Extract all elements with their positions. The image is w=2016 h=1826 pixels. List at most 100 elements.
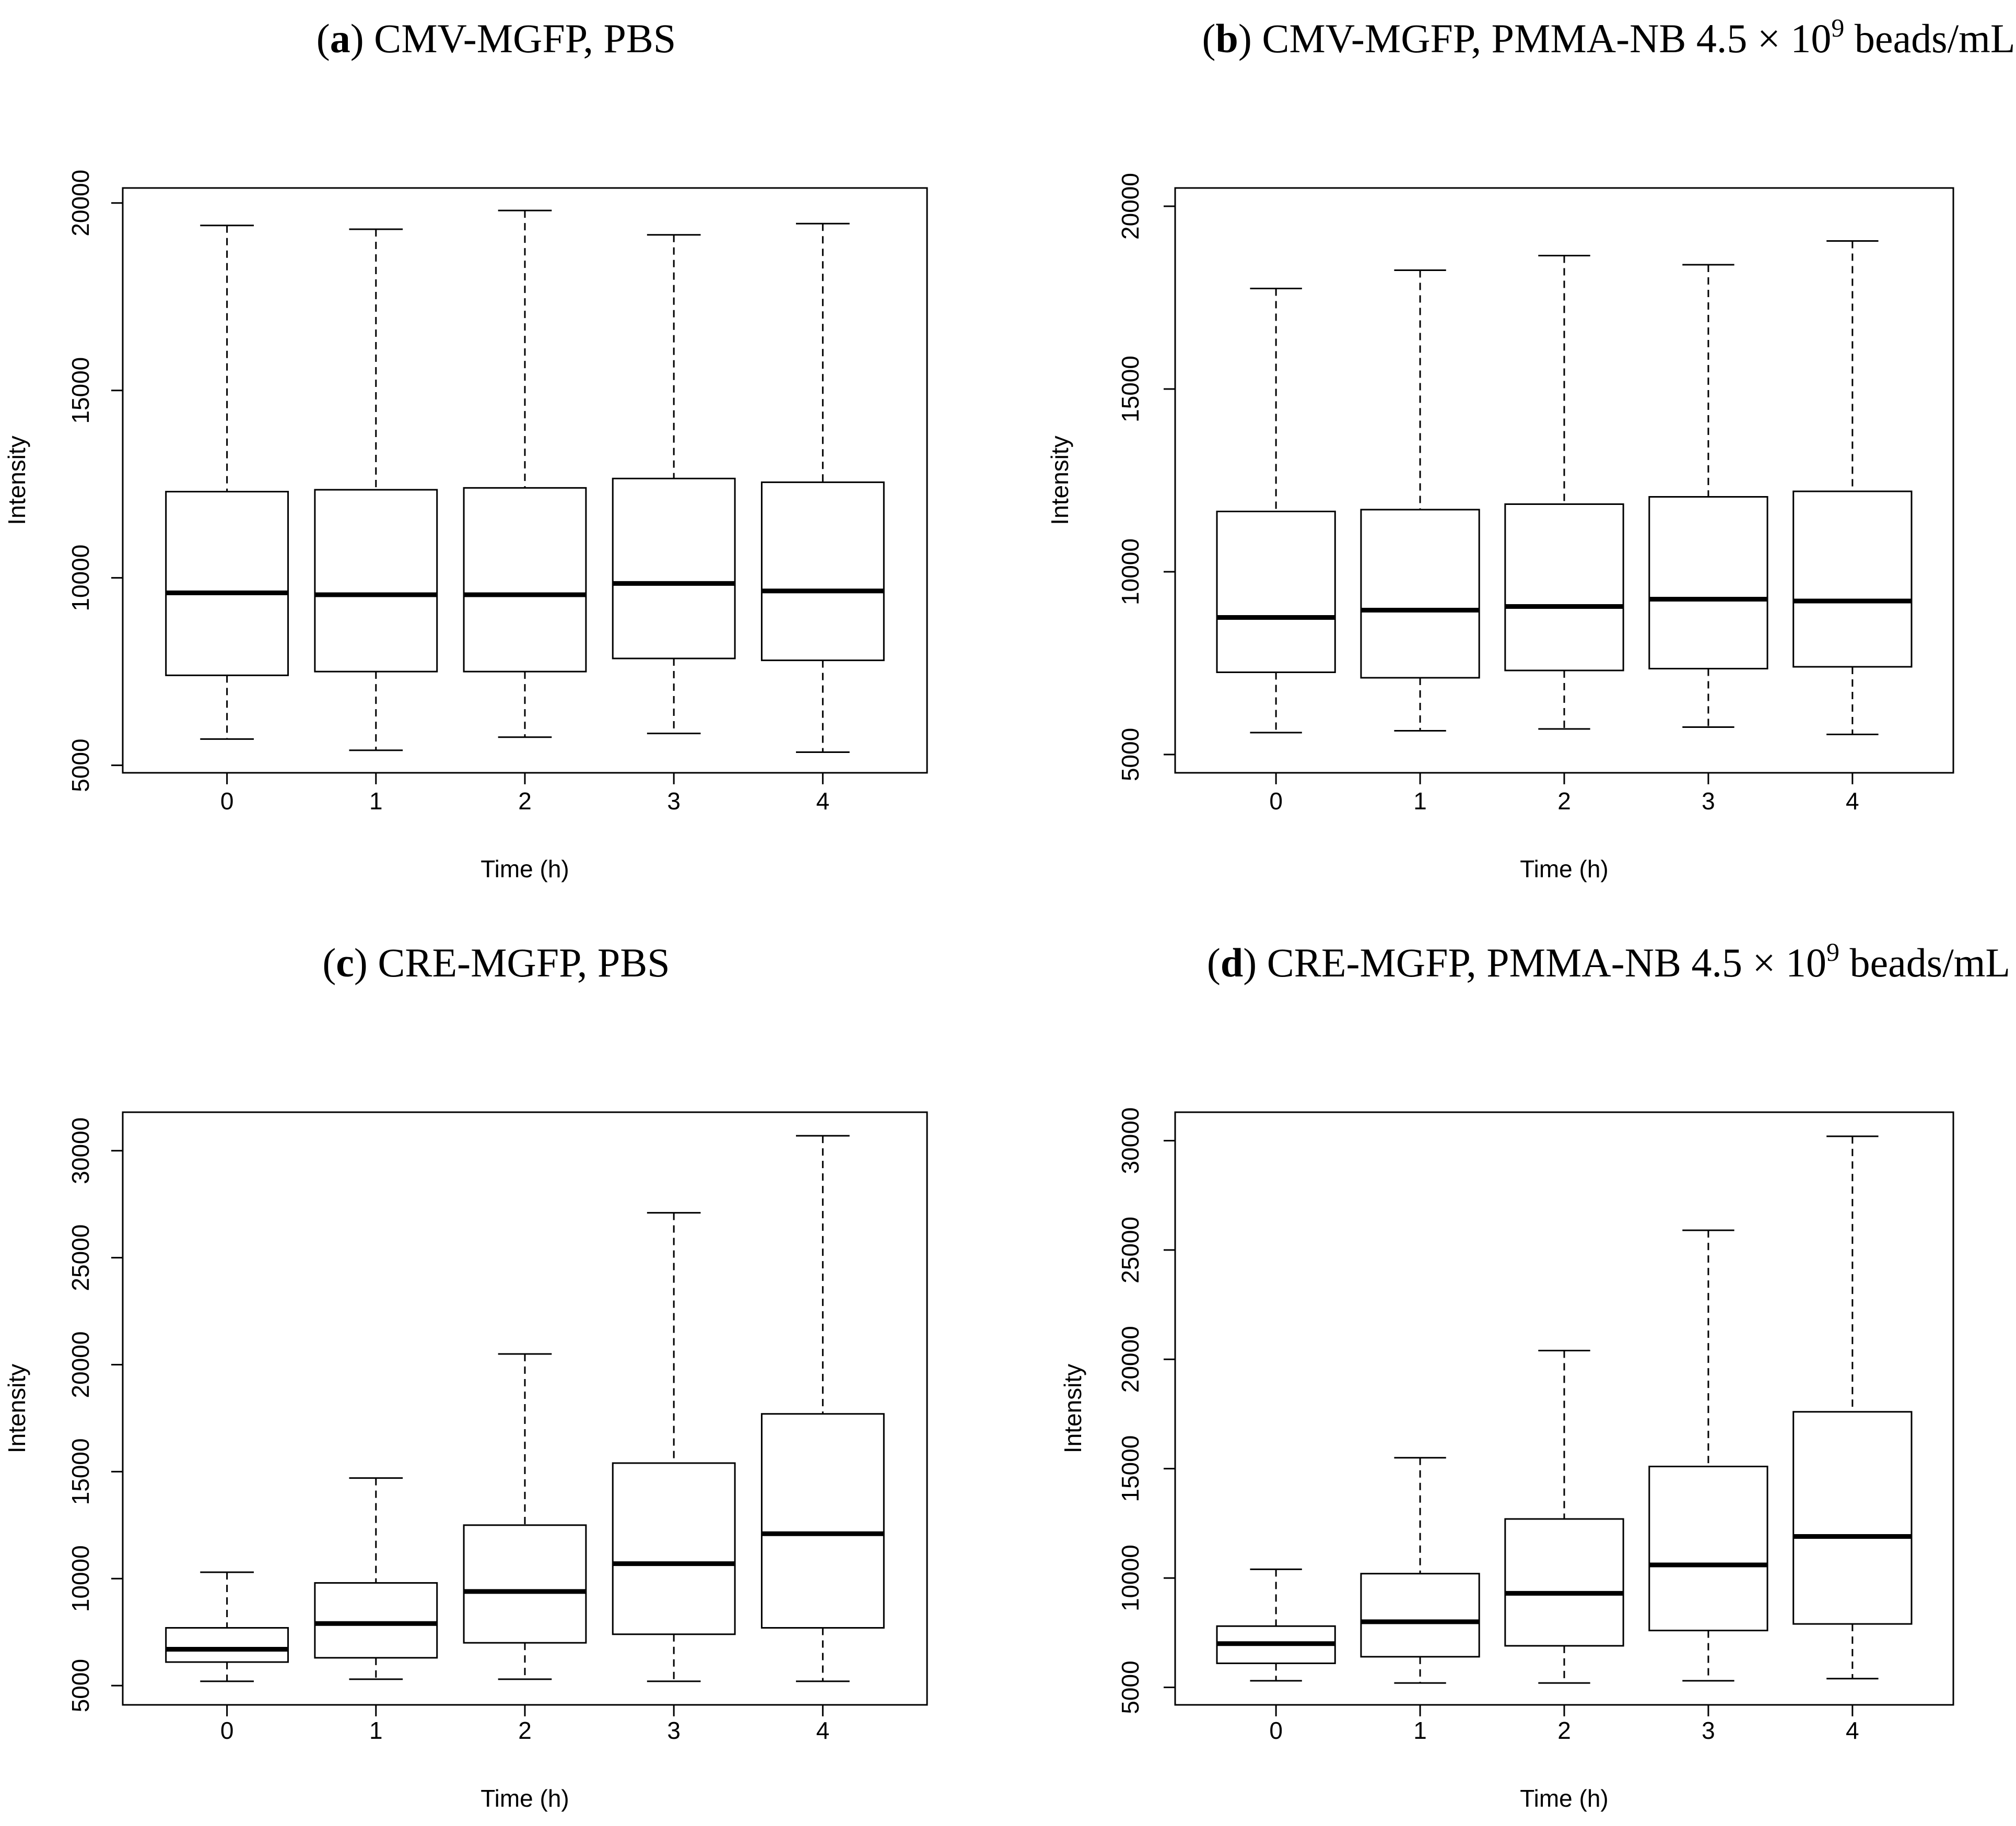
panel-c-xtick-label: 2 <box>518 1717 532 1744</box>
panel-a-ytick-label: 5000 <box>67 738 94 792</box>
panel-b-xtick-label: 4 <box>1846 787 1859 815</box>
panel-c-xlabel: Time (h) <box>480 1785 569 1812</box>
panel-d-ytick-label: 15000 <box>1117 1435 1144 1502</box>
iqr-box <box>1504 503 1624 672</box>
iqr-box <box>314 1582 438 1659</box>
iqr-box <box>314 489 438 673</box>
iqr-box <box>1504 1518 1624 1647</box>
panel-b-letter: b <box>1215 16 1238 61</box>
panel-d-xtick-label: 2 <box>1557 1717 1571 1744</box>
panel-d-xtick-label: 1 <box>1413 1717 1427 1744</box>
panel-b-box-4 <box>1792 240 1913 735</box>
panel-a-xtick-label: 4 <box>816 787 830 815</box>
iqr-box <box>1648 496 1768 669</box>
panel-c-box-3 <box>612 1212 736 1682</box>
iqr-box <box>760 481 885 662</box>
panel-a-box-1 <box>314 228 438 751</box>
iqr-box <box>612 1462 736 1635</box>
iqr-box <box>165 1627 289 1663</box>
iqr-box <box>1792 490 1913 668</box>
panel-a-ytick-label: 20000 <box>67 170 94 237</box>
iqr-box <box>1216 511 1336 673</box>
panel-b-xlabel: Time (h) <box>1520 855 1609 882</box>
panel-d-xtick-label: 0 <box>1269 1717 1283 1744</box>
iqr-box <box>463 1524 587 1644</box>
panel-c-title: (c) CRE-MGFP, PBS <box>322 940 670 985</box>
panel-a-xtick-label: 0 <box>220 787 234 815</box>
panel-b-xtick-label: 1 <box>1413 787 1427 815</box>
iqr-box <box>612 477 736 659</box>
iqr-box <box>1648 1465 1768 1632</box>
panel-a-letter: a <box>330 16 350 61</box>
panel-d-ytick-label: 20000 <box>1117 1326 1144 1393</box>
panel-c-ylabel: Intensity <box>3 1364 30 1453</box>
iqr-box <box>463 487 587 673</box>
panel-d-ytick-label: 30000 <box>1117 1107 1144 1174</box>
panel-c-xtick-label: 4 <box>816 1717 830 1744</box>
panel-c-ytick-label: 5000 <box>67 1659 94 1712</box>
panel-c-ytick-label: 15000 <box>67 1438 94 1505</box>
panel-b-ytick-label: 10000 <box>1117 538 1144 605</box>
panel-a-title: (a) CMV-MGFP, PBS <box>317 16 676 61</box>
panel-b-title-text: CMV-MGFP, PMMA-NB 4.5 × 10 <box>1262 16 1831 61</box>
panel-a-ytick-label: 15000 <box>67 357 94 424</box>
panel-d-title-text: CRE-MGFP, PMMA-NB 4.5 × 10 <box>1267 940 1826 985</box>
panel-b-ytick-label: 15000 <box>1117 356 1144 422</box>
panel-a-box-3 <box>612 234 736 735</box>
panel-d-ytick-label: 5000 <box>1117 1660 1144 1714</box>
panel-c-xtick-label: 0 <box>220 1717 234 1744</box>
panel-d-xtick-label: 4 <box>1846 1717 1859 1744</box>
panel-d-xlabel: Time (h) <box>1520 1785 1609 1812</box>
panel-d-title-suffix: beads/mL <box>1839 940 2010 985</box>
panel-d-xtick-label: 3 <box>1702 1717 1715 1744</box>
panel-c-box-0 <box>165 1571 289 1682</box>
panel-b-box-1 <box>1360 269 1480 732</box>
panel-b-xtick-label: 2 <box>1557 787 1571 815</box>
panel-c-ytick-label: 30000 <box>67 1117 94 1184</box>
panel-b-box-3 <box>1648 264 1768 728</box>
panel-d-ytick-label: 10000 <box>1117 1545 1144 1611</box>
panel-c-xtick-label: 3 <box>667 1717 681 1744</box>
panel-a-ytick-label: 10000 <box>67 545 94 611</box>
panel-d-box-1 <box>1360 1457 1480 1684</box>
panel-d-ytick-label: 25000 <box>1117 1217 1144 1283</box>
panel-d-box-2 <box>1504 1350 1624 1684</box>
iqr-box <box>1792 1411 1913 1625</box>
panel-b-xtick-label: 0 <box>1269 787 1283 815</box>
iqr-box <box>1360 509 1480 679</box>
panel-d-letter: d <box>1221 940 1243 985</box>
panel-d-box-0 <box>1216 1568 1336 1682</box>
panel-c-ytick-label: 10000 <box>67 1545 94 1612</box>
panel-b-title-suffix: beads/mL <box>1844 16 2015 61</box>
iqr-box <box>165 491 289 676</box>
panel-c-box-1 <box>314 1477 438 1680</box>
panel-c-box-2 <box>463 1353 587 1680</box>
panel-a-plot: 5000 10000 15000 20000 Intensity 0 1 2 3 4 Time (h… <box>3 170 928 882</box>
iqr-box <box>760 1413 885 1629</box>
panel-c-xtick-label: 1 <box>369 1717 383 1744</box>
panel-d-title-superscript: 9 <box>1826 937 1839 967</box>
panel-b-title: (b) CMV-MGFP, PMMA-NB 4.5 × 109 beads/mL <box>1202 13 2015 61</box>
panel-c-letter: c <box>336 940 354 985</box>
panel-b-title-superscript: 9 <box>1831 13 1844 42</box>
panel-d-title: (d) CRE-MGFP, PMMA-NB 4.5 × 109 beads/mL <box>1207 937 2010 985</box>
panel-a-box-4 <box>760 222 885 753</box>
panel-a-xtick-label: 3 <box>667 787 681 815</box>
panel-a-xtick-label: 1 <box>369 787 383 815</box>
panel-c-ytick-label: 25000 <box>67 1224 94 1291</box>
panel-a-box-2 <box>463 209 587 738</box>
panel-b-xtick-label: 3 <box>1702 787 1715 815</box>
panel-b-ytick-label: 20000 <box>1117 173 1144 240</box>
panel-d-box-3 <box>1648 1229 1768 1682</box>
panel-a-box-0 <box>165 225 289 740</box>
iqr-box <box>1360 1573 1480 1658</box>
panel-a-xtick-label: 2 <box>518 787 532 815</box>
panel-b-ylabel: Intensity <box>1046 435 1073 525</box>
panel-c-plot: 5000 10000 15000 20000 25000 30000 Intensity 0 1… <box>3 1111 928 1812</box>
panel-c-box-4 <box>760 1135 885 1682</box>
panel-c-title-text: CRE-MGFP, PBS <box>378 940 670 985</box>
panel-c-ytick-label: 20000 <box>67 1332 94 1398</box>
panel-a-title-text: CMV-MGFP, PBS <box>374 16 676 61</box>
panel-a-ylabel: Intensity <box>3 435 30 525</box>
